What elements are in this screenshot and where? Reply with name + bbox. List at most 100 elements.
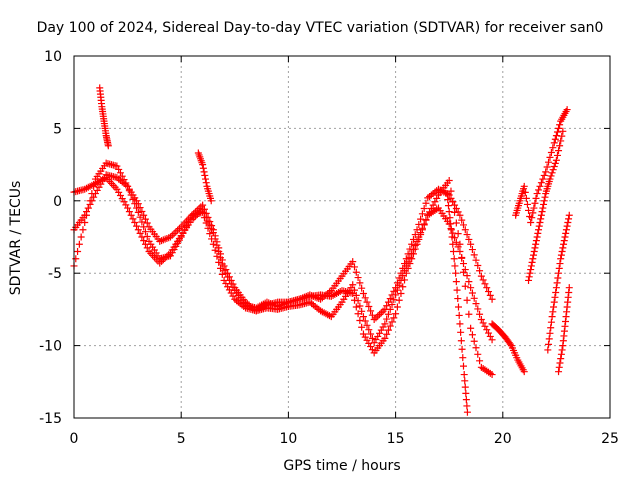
- data-point-marker: [404, 264, 412, 272]
- series-late-b: [512, 106, 571, 227]
- data-point-marker: [548, 169, 556, 177]
- data-point-marker: [83, 211, 91, 219]
- data-point-marker: [183, 222, 191, 230]
- data-point-marker: [186, 215, 194, 223]
- data-point-marker: [395, 296, 403, 304]
- data-point-marker: [483, 284, 491, 292]
- data-point-marker: [560, 240, 568, 248]
- data-point-marker: [462, 396, 470, 404]
- data-point-marker: [549, 166, 557, 174]
- data-point-marker: [555, 363, 563, 371]
- data-point-marker: [199, 161, 207, 169]
- series-spike-1h: [96, 84, 112, 150]
- data-point-marker: [388, 301, 396, 309]
- data-point-marker: [546, 153, 554, 161]
- data-point-marker: [392, 291, 400, 299]
- data-point-marker: [547, 172, 555, 180]
- data-point-marker: [553, 128, 561, 136]
- data-point-marker: [456, 240, 464, 248]
- data-point-marker: [88, 190, 96, 198]
- data-point-marker: [485, 288, 493, 296]
- data-point-marker: [113, 162, 121, 170]
- data-point-marker: [456, 320, 464, 328]
- data-point-marker: [536, 219, 544, 227]
- data-point-marker: [140, 237, 148, 245]
- data-point-marker: [358, 307, 366, 315]
- data-point-marker: [527, 266, 535, 274]
- data-point-marker: [548, 313, 556, 321]
- data-point-marker: [537, 215, 545, 223]
- x-tick-label: 15: [387, 431, 405, 447]
- data-point-marker: [86, 197, 94, 205]
- data-point-marker: [555, 368, 563, 376]
- data-point-marker: [553, 279, 561, 287]
- data-point-marker: [207, 197, 215, 205]
- data-point-marker: [127, 211, 135, 219]
- data-point-marker: [555, 124, 563, 132]
- data-point-marker: [229, 280, 237, 288]
- data-point-marker: [539, 175, 547, 183]
- data-point-marker: [381, 320, 389, 328]
- data-point-marker: [417, 231, 425, 239]
- data-point-marker: [201, 171, 209, 179]
- data-point-marker: [530, 251, 538, 259]
- data-point-marker: [358, 284, 366, 292]
- data-point-marker: [550, 298, 558, 306]
- data-point-marker: [521, 188, 529, 196]
- data-point-marker: [356, 279, 364, 287]
- data-point-marker: [376, 310, 384, 318]
- y-tick-label: 0: [53, 194, 62, 210]
- data-point-marker: [458, 216, 466, 224]
- data-point-marker: [211, 232, 219, 240]
- x-tick-label: 0: [70, 431, 79, 447]
- data-point-marker: [220, 276, 228, 284]
- data-point-marker: [447, 194, 455, 202]
- data-point-marker: [470, 251, 478, 259]
- data-point-marker: [467, 284, 475, 292]
- data-point-marker: [529, 255, 537, 263]
- data-point-marker: [476, 310, 484, 318]
- data-point-marker: [411, 245, 419, 253]
- data-point-marker: [453, 286, 461, 294]
- data-point-marker: [553, 151, 561, 159]
- data-point-marker: [138, 207, 146, 215]
- data-point-marker: [218, 270, 226, 278]
- data-point-marker: [367, 343, 375, 351]
- x-tick-label: 20: [494, 431, 512, 447]
- data-point-marker: [122, 201, 130, 209]
- data-point-marker: [525, 273, 533, 281]
- data-point-marker: [217, 264, 225, 272]
- data-point-marker: [535, 222, 543, 230]
- data-point-marker: [447, 187, 455, 195]
- data-point-marker: [75, 240, 83, 248]
- data-point-marker: [476, 267, 484, 275]
- data-point-marker: [399, 272, 407, 280]
- data-point-marker: [537, 179, 545, 187]
- data-point-marker: [181, 226, 189, 234]
- data-point-marker: [465, 310, 473, 318]
- data-point-marker: [363, 321, 371, 329]
- data-point-marker: [217, 250, 225, 258]
- data-point-marker: [422, 216, 430, 224]
- data-point-marker: [354, 274, 362, 282]
- data-point-marker: [458, 254, 466, 262]
- y-tick-label: 5: [53, 121, 62, 137]
- data-point-marker: [138, 218, 146, 226]
- data-point-marker: [522, 194, 530, 202]
- data-point-marker: [129, 215, 137, 223]
- data-point-marker: [199, 201, 207, 209]
- data-point-marker: [520, 182, 528, 190]
- data-point-marker: [200, 168, 208, 176]
- data-point-marker: [557, 255, 565, 263]
- data-point-marker: [365, 303, 373, 311]
- data-point-marker: [225, 273, 233, 281]
- data-point-marker: [455, 311, 463, 319]
- data-point-marker: [527, 219, 535, 227]
- data-point-marker: [539, 204, 547, 212]
- data-point-marker: [413, 240, 421, 248]
- data-point-marker: [143, 219, 151, 227]
- data-point-marker: [472, 300, 480, 308]
- data-point-marker: [472, 344, 480, 352]
- data-point-marker: [546, 175, 554, 183]
- data-point-marker: [202, 219, 210, 227]
